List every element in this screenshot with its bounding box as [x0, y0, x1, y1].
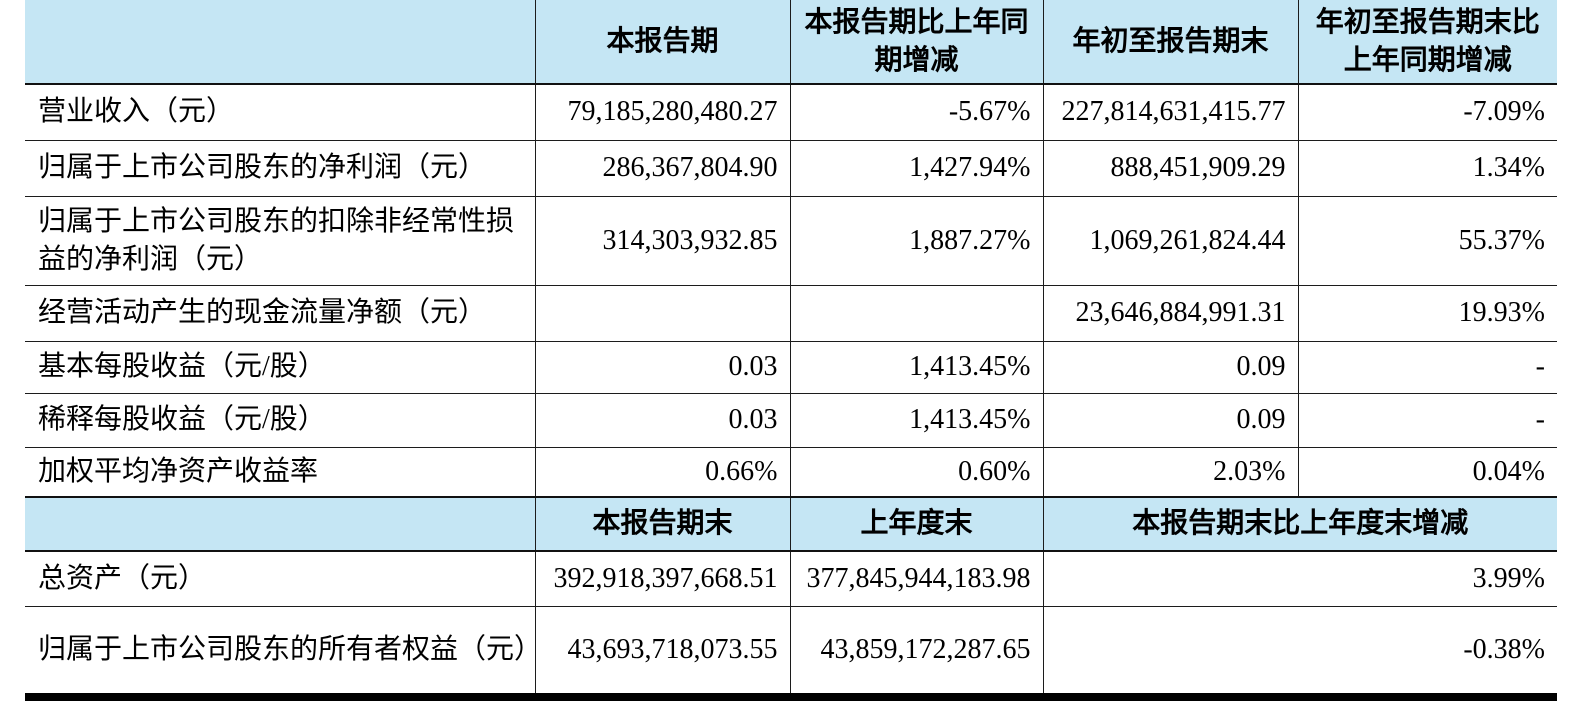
section1-header-row: 本报告期 本报告期比上年同期增减 年初至报告期末 年初至报告期末比上年同期增减 — [25, 0, 1557, 85]
table-row-weighted-avg-roe: 加权平均净资产收益率 0.66% 0.60% 2.03% 0.04% — [25, 447, 1557, 498]
cell-value: - — [1297, 341, 1557, 394]
financial-summary-table: 本报告期 本报告期比上年同期增减 年初至报告期末 年初至报告期末比上年同期增减 … — [25, 0, 1557, 701]
cell-value: 0.09 — [1042, 341, 1298, 394]
cell-value: 55.37% — [1297, 196, 1557, 286]
table-row-total-assets: 总资产（元） 392,918,397,668.51 377,845,944,18… — [25, 551, 1557, 607]
table-row-basic-eps: 基本每股收益（元/股） 0.03 1,413.45% 0.09 - — [25, 341, 1557, 394]
cell-value: 888,451,909.29 — [1042, 140, 1298, 197]
table-row-net-profit-excl-nonrecurring: 归属于上市公司股东的扣除非经常性损益的净利润（元） 314,303,932.85… — [25, 196, 1557, 286]
cell-value: 0.66% — [534, 447, 790, 498]
row-label: 总资产（元） — [25, 551, 535, 607]
cell-value: 0.04% — [1297, 447, 1557, 498]
cell-value: 314,303,932.85 — [534, 196, 790, 286]
cell-value: 3.99% — [1042, 551, 1557, 607]
row-label: 稀释每股收益（元/股） — [25, 393, 535, 448]
cell-value: 0.09 — [1042, 393, 1298, 448]
cell-value: 1,413.45% — [789, 341, 1043, 394]
cell-value: 1.34% — [1297, 140, 1557, 197]
table-row-revenue: 营业收入（元） 79,185,280,480.27 -5.67% 227,814… — [25, 84, 1557, 141]
col-header-current-period: 本报告期 — [534, 0, 790, 85]
cell-value: 2.03% — [1042, 447, 1298, 498]
cell-value: 1,069,261,824.44 — [1042, 196, 1298, 286]
col-header-end-of-prior-year: 上年度末 — [789, 497, 1043, 552]
cell-value: -7.09% — [1297, 84, 1557, 141]
cell-value: 43,693,718,073.55 — [534, 606, 790, 701]
cell-value — [789, 285, 1043, 342]
table-row-equity-attributable-to-shareholders: 归属于上市公司股东的所有者权益（元） 43,693,718,073.55 43,… — [25, 606, 1557, 701]
table-row-operating-cash-flow: 经营活动产生的现金流量净额（元） 23,646,884,991.31 19.93… — [25, 285, 1557, 342]
col-header-period-end-vs-prior-year-change: 本报告期末比上年度末增减 — [1042, 497, 1557, 552]
cell-value: -5.67% — [789, 84, 1043, 141]
col-header-end-of-period: 本报告期末 — [534, 497, 790, 552]
row-label: 加权平均净资产收益率 — [25, 447, 535, 498]
corner-blank-cell — [25, 0, 535, 85]
cell-value: 19.93% — [1297, 285, 1557, 342]
cell-value: 0.03 — [534, 341, 790, 394]
row-label: 归属于上市公司股东的净利润（元） — [25, 140, 535, 197]
cell-value — [534, 285, 790, 342]
section2-header-row: 本报告期末 上年度末 本报告期末比上年度末增减 — [25, 497, 1557, 552]
cell-value: -0.38% — [1042, 606, 1557, 701]
row-label: 基本每股收益（元/股） — [25, 341, 535, 394]
cell-value: 0.03 — [534, 393, 790, 448]
col-header-ytd: 年初至报告期末 — [1042, 0, 1298, 85]
cell-value: 1,887.27% — [789, 196, 1043, 286]
cell-value: 43,859,172,287.65 — [789, 606, 1043, 701]
cell-value: 79,185,280,480.27 — [534, 84, 790, 141]
row-label: 营业收入（元） — [25, 84, 535, 141]
col-header-ytd-yoy-change: 年初至报告期末比上年同期增减 — [1297, 0, 1557, 85]
cell-value: 392,918,397,668.51 — [534, 551, 790, 607]
corner-blank-cell — [25, 497, 535, 552]
col-header-period-yoy-change: 本报告期比上年同期增减 — [789, 0, 1043, 85]
cell-value: 0.60% — [789, 447, 1043, 498]
cell-value: 1,427.94% — [789, 140, 1043, 197]
cell-value: 227,814,631,415.77 — [1042, 84, 1298, 141]
table-row-net-profit: 归属于上市公司股东的净利润（元） 286,367,804.90 1,427.94… — [25, 140, 1557, 197]
cell-value: 377,845,944,183.98 — [789, 551, 1043, 607]
cell-value: 23,646,884,991.31 — [1042, 285, 1298, 342]
cell-value: 286,367,804.90 — [534, 140, 790, 197]
table-row-diluted-eps: 稀释每股收益（元/股） 0.03 1,413.45% 0.09 - — [25, 393, 1557, 448]
row-label: 经营活动产生的现金流量净额（元） — [25, 285, 535, 342]
cell-value: - — [1297, 393, 1557, 448]
row-label: 归属于上市公司股东的扣除非经常性损益的净利润（元） — [25, 196, 535, 286]
cell-value: 1,413.45% — [789, 393, 1043, 448]
row-label: 归属于上市公司股东的所有者权益（元） — [25, 606, 535, 701]
